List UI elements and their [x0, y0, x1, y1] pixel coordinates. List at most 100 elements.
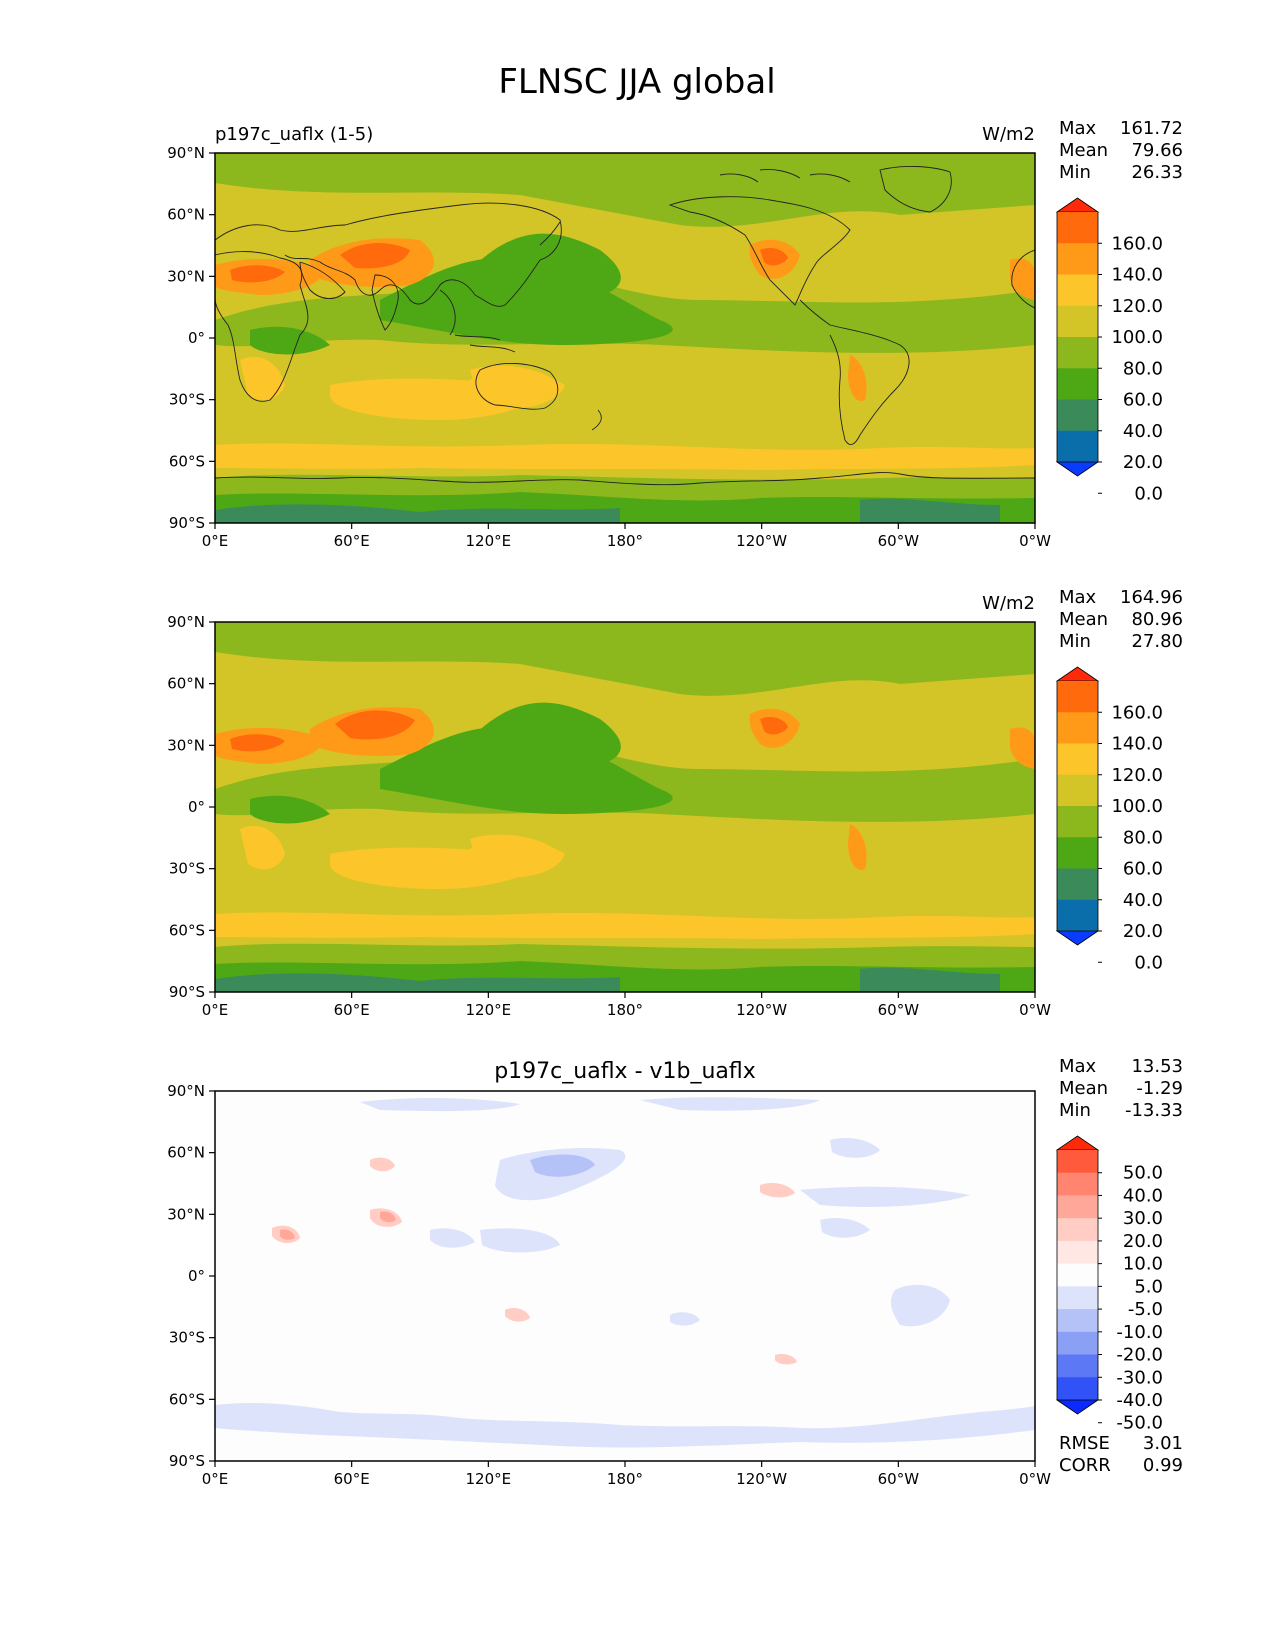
colorbar-tick-label: 100.0 — [1111, 327, 1163, 348]
colorbar-extend-max — [1055, 1135, 1100, 1151]
stats-block: Max 13.53 Mean -1.29 Min -13.33 — [1059, 1056, 1183, 1121]
lat-tick-label: 90°S — [169, 1452, 205, 1470]
lat-tick-label: 90°S — [169, 983, 205, 1001]
colorbar-segment — [1057, 899, 1098, 932]
stat-label: Max — [1059, 1056, 1097, 1077]
stats-block: Max 161.72 Mean 79.66 Min 26.33 — [1059, 118, 1183, 183]
stat-value: 79.66 — [1131, 140, 1183, 161]
lat-axis: 90°N 60°N 30°N 0° 30°S 60°S 90°S — [167, 144, 215, 532]
colorbar-segment — [1057, 1195, 1098, 1219]
colorbar-tick-label: 60.0 — [1123, 859, 1163, 880]
colorbar-segment — [1057, 399, 1098, 432]
colorbar-segment — [1057, 1172, 1098, 1196]
colorbar-segment — [1057, 1240, 1098, 1265]
colorbar-segment — [1057, 837, 1098, 869]
lat-tick-label: 30°N — [167, 736, 205, 754]
colorbar-extend-max — [1055, 197, 1100, 213]
colorbar-tick-label: 80.0 — [1123, 358, 1163, 379]
colorbar-extend-min — [1055, 461, 1100, 477]
stat-value: -13.33 — [1125, 1100, 1183, 1121]
lon-tick-label: 120°W — [736, 532, 787, 550]
footer-stat-label: CORR — [1059, 1455, 1111, 1476]
lat-axis: 90°N 60°N 30°N 0° 30°S 60°S 90°S — [167, 1082, 215, 1470]
colorbar: 50.040.030.020.010.05.0-5.0-10.0-20.0-30… — [1055, 1135, 1163, 1434]
colorbar-segment — [1057, 1286, 1098, 1310]
colorbar-tick-label: -10.0 — [1116, 1322, 1163, 1343]
units-label: W/m2 — [982, 593, 1035, 614]
stat-label: Min — [1059, 631, 1091, 652]
lat-tick-label: 0° — [188, 798, 205, 816]
lon-tick-label: 180° — [607, 1470, 643, 1488]
lon-tick-label: 60°W — [878, 532, 920, 550]
colorbar-segment — [1057, 743, 1098, 776]
stat-label: Min — [1059, 162, 1091, 183]
coastlines — [215, 166, 1035, 486]
panel-title-center: p197c_uaflx - v1b_uaflx — [494, 1059, 756, 1084]
stat-value: -1.29 — [1136, 1078, 1183, 1099]
colorbar-segment — [1057, 212, 1098, 244]
lon-tick-label: 0°E — [202, 532, 229, 550]
colorbar-segment — [1057, 368, 1098, 400]
colorbar: 160.0 140.0 120.0 100.0 80.0 60.0 40.0 20.0 0.0 — [1055, 197, 1163, 504]
colorbar-tick-label: 40.0 — [1123, 1185, 1163, 1206]
panel-test: p197c_uaflx (1-5) W/m2 — [167, 118, 1183, 550]
lat-tick-label: 90°S — [169, 514, 205, 532]
stat-value: 13.53 — [1131, 1056, 1183, 1077]
lat-axis: 90°N 60°N 30°N 0° 30°S 60°S 90°S — [167, 613, 215, 1001]
lat-tick-label: 60°S — [169, 452, 205, 470]
lat-tick-label: 60°N — [167, 1144, 205, 1162]
map-field — [215, 153, 1035, 523]
colorbar-tick-label: 120.0 — [1111, 296, 1163, 317]
colorbar-extend-min — [1055, 1399, 1100, 1415]
lat-tick-label: 30°S — [169, 860, 205, 878]
colorbar-segment — [1057, 868, 1098, 901]
lon-tick-label: 120°E — [466, 532, 512, 550]
footer-stat-value: 3.01 — [1143, 1433, 1183, 1454]
figure-title: FLNSC JJA global — [498, 62, 775, 102]
map-field — [215, 1091, 1035, 1461]
colorbar-tick-label: 160.0 — [1111, 233, 1163, 254]
lon-tick-label: 0°E — [202, 1470, 229, 1488]
colorbar-segment — [1057, 774, 1098, 807]
lon-tick-label: 120°W — [736, 1470, 787, 1488]
stat-value: 26.33 — [1131, 162, 1183, 183]
footer-stat-value: 0.99 — [1143, 1455, 1183, 1476]
colorbar-segment — [1057, 430, 1098, 463]
stat-label: Min — [1059, 1100, 1091, 1121]
lat-tick-label: 60°N — [167, 206, 205, 224]
lon-tick-label: 120°E — [466, 1001, 512, 1019]
colorbar-tick-label: 40.0 — [1123, 421, 1163, 442]
stat-label: Mean — [1059, 140, 1108, 161]
lon-tick-label: 60°E — [334, 1001, 370, 1019]
map-field — [215, 622, 1035, 992]
colorbar-tick-label: 0.0 — [1134, 483, 1163, 504]
colorbar-tick-label: 0.0 — [1134, 952, 1163, 973]
lat-tick-label: 60°N — [167, 675, 205, 693]
lon-tick-label: 120°E — [466, 1470, 512, 1488]
colorbar-extend-min — [1055, 930, 1100, 946]
lat-tick-label: 90°N — [167, 1082, 205, 1100]
lat-tick-label: 0° — [188, 1267, 205, 1285]
units-label: W/m2 — [982, 124, 1035, 145]
colorbar-segment — [1057, 337, 1098, 369]
lon-tick-label: 120°W — [736, 1001, 787, 1019]
colorbar-tick-label: 50.0 — [1123, 1163, 1163, 1184]
colorbar-tick-label: -20.0 — [1116, 1345, 1163, 1366]
footer-stats: RMSE 3.01 CORR 0.99 — [1059, 1433, 1183, 1476]
colorbar-tick-label: 40.0 — [1123, 890, 1163, 911]
stat-value: 164.96 — [1120, 587, 1183, 608]
colorbar-segment — [1057, 243, 1098, 275]
lat-tick-label: 90°N — [167, 613, 205, 631]
lat-tick-label: 0° — [188, 329, 205, 347]
colorbar-segment — [1057, 1377, 1098, 1401]
stat-label: Mean — [1059, 609, 1108, 630]
colorbar-tick-label: 20.0 — [1123, 921, 1163, 942]
colorbar-tick-label: 20.0 — [1123, 452, 1163, 473]
stat-value: 80.96 — [1131, 609, 1183, 630]
lon-tick-label: 0°W — [1019, 1470, 1051, 1488]
colorbar-tick-label: 160.0 — [1111, 702, 1163, 723]
stats-block: Max 164.96 Mean 80.96 Min 27.80 — [1059, 587, 1183, 652]
colorbar-tick-label: 140.0 — [1111, 265, 1163, 286]
lat-tick-label: 30°N — [167, 1205, 205, 1223]
colorbar-segment — [1057, 1218, 1098, 1242]
